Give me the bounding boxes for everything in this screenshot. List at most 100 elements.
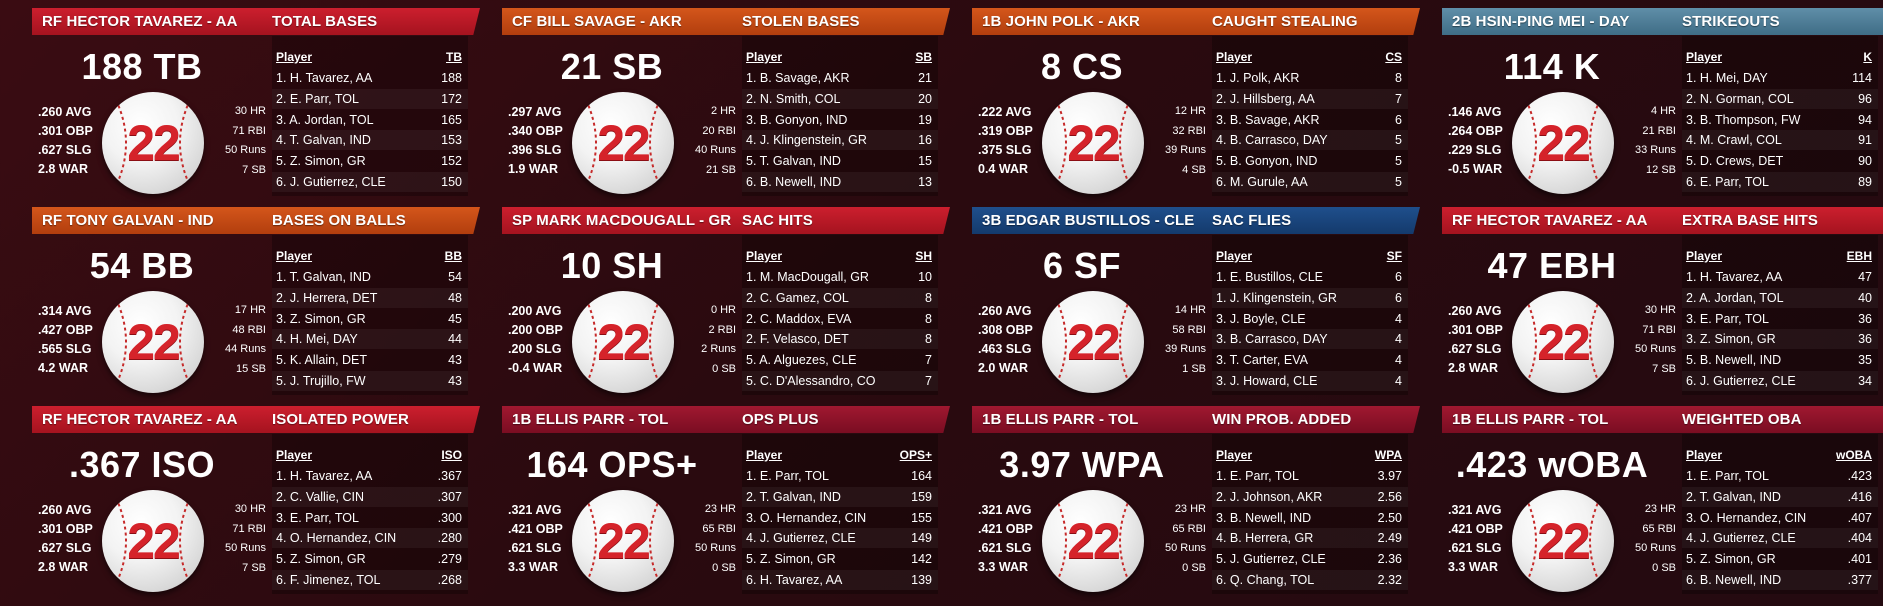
rbi-stat: 58 RBI xyxy=(1172,323,1206,336)
row-value: 159 xyxy=(911,489,932,504)
baseball-stitches xyxy=(1525,99,1601,187)
row-player: 2. T. Galvan, IND xyxy=(746,489,841,504)
row-player: 6. F. Jimenez, TOL xyxy=(276,573,381,587)
leader-card: RF HECTOR TAVAREZ - AA TOTAL BASES 188 T… xyxy=(16,8,480,203)
stat-title: WEIGHTED OBA xyxy=(1682,411,1802,428)
card-header: 1B ELLIS PARR - TOL WEIGHTED OBA xyxy=(1442,406,1883,433)
baseball-stitches xyxy=(115,298,191,386)
war-stat: 2.8 WAR xyxy=(38,560,89,574)
row-value: .367 xyxy=(437,469,462,483)
table-row: 2. T. Galvan, IND .416 xyxy=(1682,486,1878,507)
table-row: 3. J. Boyle, CLE 4 xyxy=(1212,309,1408,329)
table-row: 2. J. Herrera, DET 48 xyxy=(272,287,468,308)
slg-stat: .627 SLG xyxy=(38,143,92,157)
row-value: 2.56 xyxy=(1377,489,1402,504)
table-row: 6. J. Gutierrez, CLE 34 xyxy=(1682,371,1878,391)
table-header: Player SH xyxy=(746,249,932,265)
counting-stats: 23 HR 65 RBI 50 Runs 0 SB xyxy=(1141,500,1206,578)
col-player: Player xyxy=(746,448,783,462)
table-row: 2. F. Velasco, DET 8 xyxy=(742,329,938,350)
runs-stat: 40 Runs xyxy=(695,144,736,156)
row-value: .423 xyxy=(1847,469,1872,483)
table-row: 3. O. Hernandez, CIN .407 xyxy=(1682,508,1878,528)
war-stat: -0.5 WAR xyxy=(1448,162,1503,176)
hr-stat: 12 HR xyxy=(1174,105,1206,117)
sb-stat: 0 SB xyxy=(712,561,736,574)
col-player: Player xyxy=(1686,249,1723,263)
rate-stats: .314 AVG .427 OBP .565 SLG 4.2 WAR xyxy=(38,302,93,378)
row-value: 2.50 xyxy=(1377,510,1402,525)
row-player: 4. H. Mei, DAY xyxy=(276,332,358,347)
leader-table: Player SB 1. B. Savage, AKR 21 2. N. Smith… xyxy=(742,36,938,196)
runs-stat: 39 Runs xyxy=(1165,144,1206,156)
row-player: 2. J. Hillsberg, AA xyxy=(1216,91,1315,106)
jersey-number: 22 xyxy=(1067,115,1121,171)
rbi-stat: 71 RBI xyxy=(232,124,266,137)
obp-stat: .421 OBP xyxy=(978,522,1033,536)
obp-stat: .308 OBP xyxy=(978,323,1033,337)
row-value: 153 xyxy=(441,133,462,148)
row-player: 6. Q. Chang, TOL xyxy=(1216,573,1315,587)
col-player: Player xyxy=(746,249,783,263)
counting-stats: 0 HR 2 RBI 2 Runs 0 SB xyxy=(671,301,736,379)
row-value: 4 xyxy=(1395,311,1402,326)
table-row: 1. H. Tavarez, AA .367 xyxy=(272,466,468,486)
stat-title: TOTAL BASES xyxy=(272,13,378,30)
col-player: Player xyxy=(276,50,313,64)
row-player: 6. J. Gutierrez, CLE xyxy=(1686,374,1796,388)
player-name: CF BILL SAVAGE - AKR xyxy=(512,13,682,30)
leader-table: Player ISO 1. H. Tavarez, AA .367 2. C. Va… xyxy=(272,434,468,594)
col-player: Player xyxy=(1686,448,1723,462)
table-row: 5. Z. Simon, GR 152 xyxy=(272,151,468,171)
baseball-icon: 22 xyxy=(1042,291,1144,393)
row-player: 1. J. Klingenstein, GR xyxy=(1216,290,1337,305)
hr-stat: 17 HR xyxy=(234,304,266,316)
table-header: Player BB xyxy=(276,249,462,265)
baseball-stitches xyxy=(585,99,661,187)
row-player: 3. Z. Simon, GR xyxy=(1686,332,1776,347)
table-row: 3. B. Savage, AKR 6 xyxy=(1212,110,1408,130)
sb-stat: 0 SB xyxy=(712,362,736,375)
row-player: 1. E. Bustillos, CLE xyxy=(1216,270,1323,284)
avg-stat: .321 AVG xyxy=(978,503,1032,517)
row-value: .401 xyxy=(1847,552,1872,567)
jersey-number: 22 xyxy=(597,115,651,171)
row-value: 155 xyxy=(911,510,932,525)
row-value: 15 xyxy=(918,154,932,169)
row-player: 3. E. Parr, TOL xyxy=(276,510,359,525)
slg-stat: .375 SLG xyxy=(978,143,1032,157)
rbi-stat: 20 RBI xyxy=(702,124,736,137)
obp-stat: .340 OBP xyxy=(508,124,563,138)
table-row: 3. Z. Simon, GR 36 xyxy=(1682,329,1878,350)
table-row: 6. B. Newell, IND .377 xyxy=(1682,570,1878,590)
row-value: .307 xyxy=(437,489,462,504)
col-stat: BB xyxy=(444,249,462,263)
jersey-number: 22 xyxy=(1537,513,1591,569)
rbi-stat: 32 RBI xyxy=(1172,124,1206,137)
baseball-stitches xyxy=(115,497,191,585)
table-row: 3. B. Carrasco, DAY 4 xyxy=(1212,329,1408,350)
row-player: 1. M. MacDougall, GR xyxy=(746,270,869,284)
table-row: 2. C. Gamez, COL 8 xyxy=(742,287,938,308)
rate-stats: .200 AVG .200 OBP .200 SLG -0.4 WAR xyxy=(508,302,563,378)
avg-stat: .200 AVG xyxy=(508,304,562,318)
table-header: Player wOBA xyxy=(1686,448,1872,464)
table-row: 2. C. Vallie, CIN .307 xyxy=(272,486,468,507)
table-row: 1. H. Tavarez, AA 47 xyxy=(1682,267,1878,287)
baseball-icon: 22 xyxy=(102,490,204,592)
player-name: RF HECTOR TAVAREZ - AA xyxy=(42,13,238,30)
sb-stat: 7 SB xyxy=(242,561,266,574)
row-value: .268 xyxy=(437,573,462,587)
row-player: 3. B. Thompson, FW xyxy=(1686,112,1801,127)
runs-stat: 2 Runs xyxy=(701,343,736,355)
col-stat: SH xyxy=(915,249,932,263)
war-stat: 3.3 WAR xyxy=(508,560,559,574)
row-player: 3. O. Hernandez, CIN xyxy=(1686,510,1807,525)
leader-table: Player SH 1. M. MacDougall, GR 10 2. C. Ga… xyxy=(742,235,938,395)
row-value: 5 xyxy=(1395,133,1402,148)
row-value: 10 xyxy=(918,270,932,284)
slg-stat: .565 SLG xyxy=(38,342,92,356)
row-value: 3.97 xyxy=(1377,469,1402,483)
obp-stat: .301 OBP xyxy=(1448,323,1503,337)
table-row: 2. N. Gorman, COL 96 xyxy=(1682,88,1878,109)
